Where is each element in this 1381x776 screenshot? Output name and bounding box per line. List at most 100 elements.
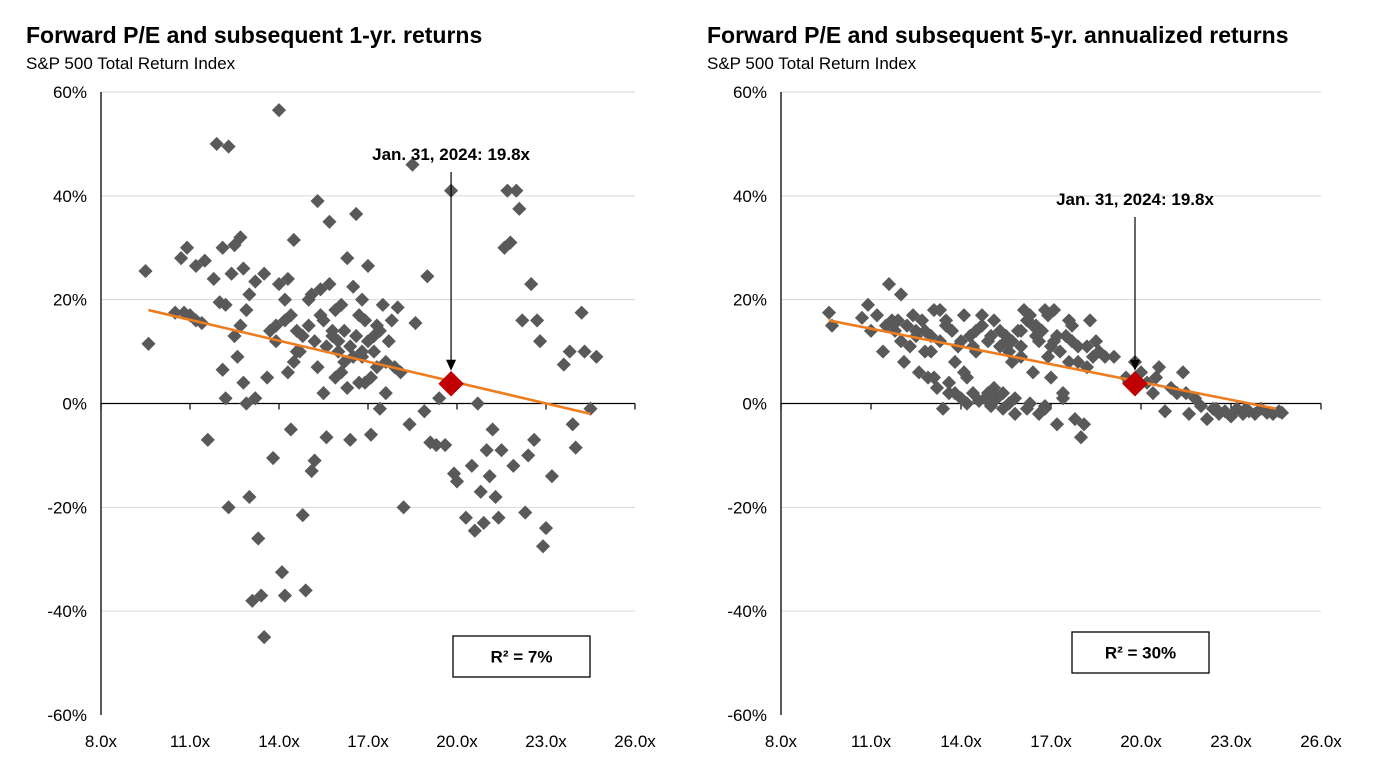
annotation-arrowhead — [1130, 359, 1140, 371]
data-point — [242, 287, 257, 302]
data-point — [212, 295, 227, 310]
data-point — [538, 521, 554, 536]
data-point — [286, 232, 301, 248]
data-point — [491, 510, 506, 525]
data-point — [521, 448, 536, 463]
data-point — [218, 391, 233, 406]
data-point — [535, 539, 551, 554]
data-point — [896, 354, 912, 370]
data-point — [310, 193, 325, 209]
data-point — [929, 380, 945, 395]
data-point — [322, 277, 337, 292]
data-point — [343, 432, 358, 447]
y-tick-label: -20% — [727, 498, 767, 517]
x-tick-label: 23.0x — [1210, 732, 1252, 751]
chart-subtitle: S&P 500 Total Return Index — [26, 54, 236, 73]
data-point — [1025, 365, 1041, 380]
data-point — [938, 318, 954, 333]
scatter-plot-5yr: 60% 40% 20% 0% -20% -40% -60% 8.0x 11.0x 14.0x 17.… — [727, 83, 1342, 751]
data-point — [1145, 386, 1161, 401]
chart-title: Forward P/E and subsequent 5-yr. annuali… — [707, 22, 1289, 48]
data-point — [215, 362, 230, 377]
data-point — [458, 510, 473, 525]
data-point — [1157, 404, 1173, 419]
data-point — [1007, 406, 1023, 421]
data-point — [438, 437, 453, 453]
data-point — [1031, 334, 1047, 349]
data-point — [1064, 334, 1080, 349]
data-point — [515, 313, 530, 328]
data-point — [405, 157, 420, 172]
data-point — [277, 292, 293, 307]
data-point — [251, 531, 266, 546]
data-point — [881, 277, 897, 292]
scatter-plot-1yr: 60% 40% 20% 0% -20% -40% -60% 8.0x 11.0x 14.0x 17.… — [47, 83, 656, 751]
data-point — [902, 339, 918, 354]
data-point — [1181, 406, 1197, 421]
data-point — [221, 500, 236, 515]
data-point — [396, 500, 411, 515]
data-point — [482, 469, 497, 484]
data-point — [860, 297, 876, 312]
data-point — [911, 365, 927, 380]
x-tick-label: 20.0x — [1120, 732, 1162, 751]
y-tick-label: 40% — [53, 187, 87, 206]
r-squared-box — [452, 635, 591, 678]
data-point — [875, 344, 891, 359]
r-squared-box — [1071, 631, 1210, 674]
data-point — [375, 297, 390, 312]
data-point — [1274, 405, 1290, 420]
data-point — [384, 313, 399, 328]
x-tick-label: 8.0x — [85, 732, 118, 751]
chart-subtitle: S&P 500 Total Return Index — [707, 54, 917, 73]
data-point — [360, 334, 376, 349]
data-point — [292, 344, 307, 359]
data-point — [307, 453, 322, 468]
data-point — [390, 300, 405, 315]
data-point — [1238, 401, 1254, 416]
chart-panel-left: Forward P/E and subsequent 1-yr. returns… — [0, 0, 690, 776]
data-point — [271, 277, 287, 292]
data-point — [1013, 339, 1029, 354]
data-point — [313, 308, 328, 323]
data-point — [209, 136, 224, 151]
data-point — [532, 334, 548, 349]
data-point — [577, 344, 592, 359]
data-point — [295, 508, 310, 523]
data-point — [893, 287, 909, 302]
data-point — [274, 565, 290, 580]
x-tick-label: 11.0x — [851, 732, 892, 751]
data-point — [479, 443, 494, 458]
data-point — [432, 391, 447, 406]
data-point — [322, 214, 337, 229]
data-point — [995, 386, 1011, 401]
data-point — [257, 266, 272, 281]
data-point — [248, 274, 263, 289]
data-point — [524, 277, 539, 292]
data-point — [1025, 318, 1041, 333]
data-point — [286, 354, 301, 370]
data-point — [1067, 412, 1083, 427]
data-point — [325, 328, 340, 344]
data-point — [319, 430, 334, 445]
y-tick-label: -60% — [47, 706, 87, 725]
chart-panel-right: Forward P/E and subsequent 5-yr. annuali… — [690, 0, 1380, 776]
data-point — [941, 375, 957, 390]
data-point — [926, 370, 942, 385]
data-point — [941, 386, 957, 401]
data-point — [494, 443, 509, 458]
data-point — [574, 305, 589, 320]
data-point — [917, 344, 933, 359]
data-point — [248, 391, 263, 406]
x-tick-label: 23.0x — [525, 732, 567, 751]
x-tick-label: 26.0x — [614, 732, 656, 751]
data-point — [869, 308, 885, 323]
data-point — [277, 588, 293, 603]
data-point — [527, 432, 542, 447]
data-point — [316, 386, 331, 401]
data-point — [236, 375, 251, 390]
data-point — [257, 630, 272, 645]
data-point — [1082, 313, 1098, 328]
data-point — [369, 318, 384, 333]
data-point — [1055, 386, 1071, 401]
